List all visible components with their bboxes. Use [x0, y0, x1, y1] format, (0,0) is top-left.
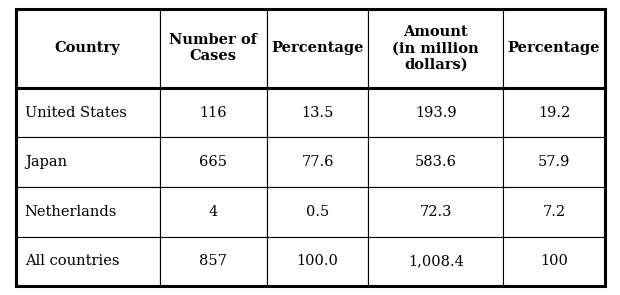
Bar	[16, 187, 160, 237]
Bar	[503, 9, 604, 88]
Text: Netherlands: Netherlands	[25, 205, 117, 219]
Text: 100.0: 100.0	[297, 254, 339, 268]
Text: 19.2: 19.2	[538, 106, 570, 120]
Text: 7.2: 7.2	[542, 205, 565, 219]
Bar	[16, 237, 160, 286]
Text: 1,008.4: 1,008.4	[408, 254, 464, 268]
Bar	[267, 237, 368, 286]
Text: All countries: All countries	[25, 254, 119, 268]
Text: 4: 4	[209, 205, 218, 219]
Text: Number of
Cases: Number of Cases	[169, 33, 257, 63]
Bar	[160, 137, 267, 187]
Bar	[267, 187, 368, 237]
Bar	[160, 187, 267, 237]
Text: 665: 665	[200, 155, 228, 169]
Bar	[267, 137, 368, 187]
Text: Amount
(in million
dollars): Amount (in million dollars)	[392, 25, 479, 72]
Bar	[267, 88, 368, 137]
Bar	[503, 137, 604, 187]
Text: 72.3: 72.3	[420, 205, 452, 219]
Bar	[368, 88, 503, 137]
Bar	[368, 9, 503, 88]
Text: 583.6: 583.6	[415, 155, 457, 169]
Text: 57.9: 57.9	[538, 155, 570, 169]
Bar	[16, 137, 160, 187]
Bar	[503, 187, 604, 237]
Bar	[368, 187, 503, 237]
Bar	[16, 88, 160, 137]
Bar	[160, 9, 267, 88]
Text: 193.9: 193.9	[415, 106, 456, 120]
Text: 0.5: 0.5	[306, 205, 329, 219]
Text: 857: 857	[200, 254, 228, 268]
Bar	[160, 237, 267, 286]
Text: 116: 116	[200, 106, 227, 120]
Text: Japan: Japan	[25, 155, 67, 169]
Bar	[503, 88, 604, 137]
Bar	[267, 9, 368, 88]
Text: Percentage: Percentage	[508, 41, 600, 55]
Bar	[16, 9, 160, 88]
Bar	[503, 237, 604, 286]
Text: 77.6: 77.6	[301, 155, 334, 169]
Bar	[368, 137, 503, 187]
Text: 100: 100	[540, 254, 568, 268]
Text: Percentage: Percentage	[272, 41, 364, 55]
Text: United States: United States	[25, 106, 126, 120]
Bar	[160, 88, 267, 137]
Text: Country: Country	[55, 41, 120, 55]
Bar	[368, 237, 503, 286]
Text: 13.5: 13.5	[301, 106, 334, 120]
